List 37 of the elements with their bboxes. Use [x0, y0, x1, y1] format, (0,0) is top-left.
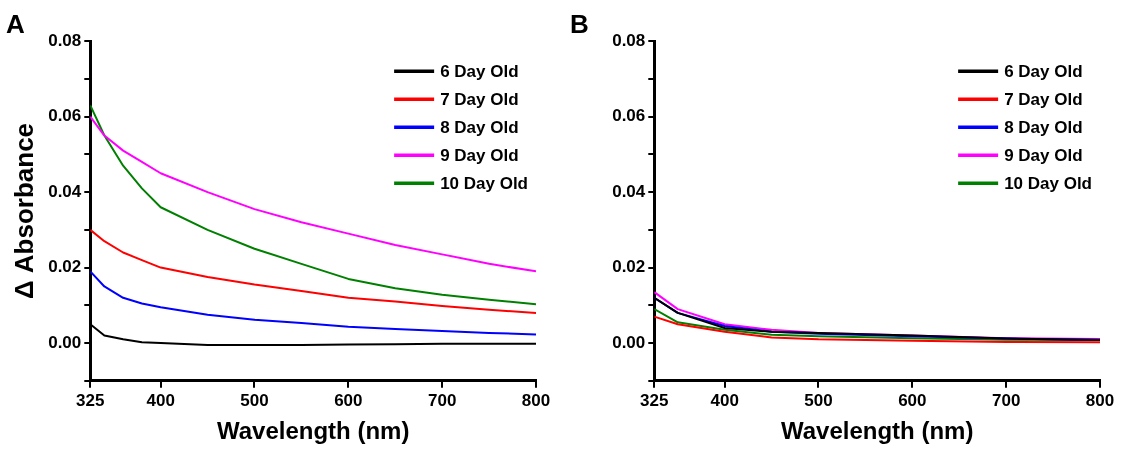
chart-title: A [6, 8, 25, 39]
legend-label: 8 Day Old [440, 117, 519, 137]
y-tick-label: 0.06 [612, 106, 646, 126]
x-tick-label: 325 [76, 390, 105, 410]
y-axis-title: Δ Absorbance [8, 122, 39, 300]
x-tick-label: 500 [240, 390, 269, 410]
legend-label: 9 Day Old [1004, 145, 1083, 165]
y-tick-label: 0.04 [48, 181, 82, 201]
x-tick-label: 325 [640, 390, 669, 410]
legend-label: 6 Day Old [440, 61, 519, 81]
y-tick-label: 0.08 [612, 30, 646, 50]
chart-title: B [570, 8, 589, 39]
legend-label: 10 Day Old [1004, 173, 1092, 193]
x-tick-label: 800 [521, 390, 551, 410]
legend-label: 7 Day Old [440, 89, 519, 109]
x-tick-label: 600 [898, 390, 927, 410]
y-tick-label: 0.00 [612, 332, 646, 352]
x-tick-label: 600 [334, 390, 363, 410]
legend-label: 6 Day Old [1004, 61, 1083, 81]
y-tick-label: 0.02 [48, 257, 82, 277]
x-tick-label: 800 [1085, 390, 1115, 410]
y-tick-label: 0.06 [48, 106, 82, 126]
x-axis-title: Wavelength (nm) [780, 417, 974, 445]
y-tick-label: 0.00 [48, 332, 82, 352]
x-tick-label: 400 [710, 390, 739, 410]
x-tick-label: 700 [427, 390, 457, 410]
legend-label: 10 Day Old [440, 173, 528, 193]
y-tick-label: 0.04 [612, 181, 646, 201]
y-tick-label: 0.02 [612, 257, 646, 277]
legend-label: 7 Day Old [1004, 89, 1083, 109]
y-tick-label: 0.08 [48, 30, 82, 50]
x-tick-label: 500 [804, 390, 833, 410]
x-tick-label: 400 [146, 390, 175, 410]
x-tick-label: 700 [991, 390, 1021, 410]
legend-label: 8 Day Old [1004, 117, 1083, 137]
x-axis-title: Wavelength (nm) [216, 417, 410, 445]
legend-label: 9 Day Old [440, 145, 519, 165]
